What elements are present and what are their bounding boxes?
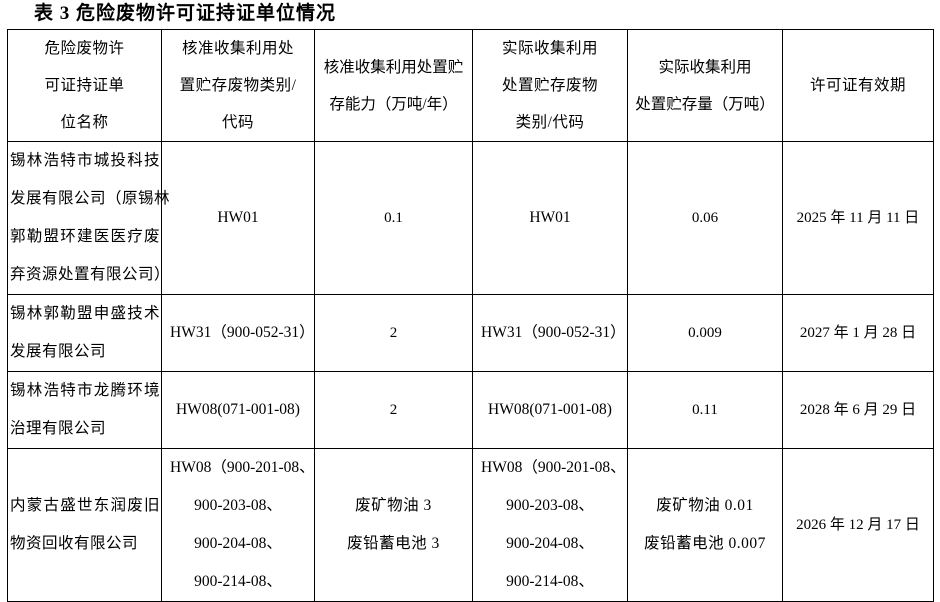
header-line: 实际收集利用 <box>658 58 752 76</box>
code-line: HW31（900-052-31） <box>481 324 626 341</box>
header-line: 许可证有效期 <box>809 77 906 94</box>
value-line: 废铅蓄电池 0.007 <box>644 535 766 552</box>
cell-approved-capacity: 废矿物油 3 废铅蓄电池 3 <box>314 448 473 602</box>
header-line: 可证持证单 <box>44 77 125 94</box>
value-line: 废矿物油 0.01 <box>656 497 754 514</box>
name-line: 锡林浩特市城投科技 <box>10 152 160 169</box>
code-line: 900-214-08、 <box>194 573 282 590</box>
valid-period-text: 2028 年 6 月 29 日 <box>799 402 917 418</box>
header-line: 实际收集利用 <box>501 40 598 57</box>
code-line: HW08（900-201-08、 <box>170 459 315 476</box>
hazardous-waste-permit-table: 危险废物许 可证持证单 位名称 核准收集利用处 置贮存废物类别/ 代码 核准收集… <box>7 29 934 602</box>
table-row: 锡林浩特市龙腾环境 治理有限公司 HW08(071-001-08) 2 <box>7 371 934 449</box>
code-line: 900-203-08、 <box>506 497 594 514</box>
header-line: 代码 <box>221 114 254 131</box>
table-row: 锡林浩特市城投科技 发展有限公司（原锡林 郭勒盟环建医医疗废 弃资源处置有限公司… <box>7 141 934 295</box>
valid-period-text: 2027 年 1 月 28 日 <box>799 325 917 341</box>
cell-approved-capacity: 2 <box>314 294 473 372</box>
valid-period-text: 2026 年 12 月 17 日 <box>796 517 920 533</box>
code-line: 900-203-08、 <box>194 497 282 514</box>
header-line: 处置贮存废物 <box>501 77 598 94</box>
code-line: 900-214-08、 <box>506 573 594 590</box>
cell-valid-period: 2028 年 6 月 29 日 <box>782 371 934 449</box>
table-row: 内蒙古盛世东润废旧 物资回收有限公司 HW08（900-201-08、 900-… <box>7 448 934 602</box>
column-header-valid-period: 许可证有效期 <box>782 29 934 142</box>
name-line: 锡林浩特市龙腾环境 <box>10 382 160 399</box>
header-line: 位名称 <box>60 114 109 131</box>
cell-actual-amount: 废矿物油 0.01 废铅蓄电池 0.007 <box>627 448 783 602</box>
value-line: 0.009 <box>688 325 722 341</box>
header-line: 危险废物许 <box>44 40 125 57</box>
header-line: 核准收集利用处置贮 <box>323 58 464 76</box>
cell-valid-period: 2026 年 12 月 17 日 <box>782 448 934 602</box>
cell-actual-amount: 0.009 <box>627 294 783 372</box>
cell-approved-types: HW01 <box>161 141 315 295</box>
cell-approved-types: HW08（900-201-08、 900-203-08、 900-204-08、… <box>161 448 315 602</box>
page-title: 表 3 危险废物许可证持证单位情况 <box>34 3 337 24</box>
code-line: HW08(071-001-08) <box>176 401 300 418</box>
column-header-unit-name: 危险废物许 可证持证单 位名称 <box>7 29 162 142</box>
cell-unit-name: 内蒙古盛世东润废旧 物资回收有限公司 <box>7 448 162 602</box>
code-line: HW08（900-201-08、 <box>481 459 626 476</box>
code-line: 900-204-08、 <box>506 535 594 552</box>
name-line: 内蒙古盛世东润废旧 <box>10 497 160 514</box>
table-row: 锡林郭勒盟申盛技术 发展有限公司 HW31（900-052-31） 2 <box>7 294 934 372</box>
cell-actual-types: HW31（900-052-31） <box>472 294 628 372</box>
header-line: 处置贮存量（万吨） <box>635 95 775 113</box>
cell-actual-amount: 0.06 <box>627 141 783 295</box>
value-line: 废矿物油 3 <box>355 497 432 514</box>
column-header-actual-types: 实际收集利用 处置贮存废物 类别/代码 <box>472 29 628 142</box>
table-header-row: 危险废物许 可证持证单 位名称 核准收集利用处 置贮存废物类别/ 代码 核准收集… <box>7 29 934 142</box>
header-line: 核准收集利用处 <box>181 40 294 57</box>
value-line: 0.1 <box>384 210 403 226</box>
value-line: 0.11 <box>692 402 718 418</box>
name-line: 物资回收有限公司 <box>10 535 139 552</box>
cell-approved-capacity: 0.1 <box>314 141 473 295</box>
code-line: HW31（900-052-31） <box>170 324 315 341</box>
cell-valid-period: 2027 年 1 月 28 日 <box>782 294 934 372</box>
name-line: 郭勒盟环建医医疗废 <box>10 228 160 245</box>
value-line: 2 <box>389 325 398 341</box>
header-line: 存能力（万吨/年） <box>329 95 458 113</box>
value-line: 废铅蓄电池 3 <box>347 535 440 552</box>
cell-approved-types: HW08(071-001-08) <box>161 371 315 449</box>
cell-unit-name: 锡林浩特市城投科技 发展有限公司（原锡林 郭勒盟环建医医疗废 弃资源处置有限公司… <box>7 141 171 295</box>
column-header-approved-types: 核准收集利用处 置贮存废物类别/ 代码 <box>161 29 315 142</box>
column-header-actual-amount: 实际收集利用 处置贮存量（万吨） <box>627 29 783 142</box>
code-line: HW01 <box>217 209 259 226</box>
value-line: 2 <box>389 402 398 418</box>
cell-unit-name: 锡林郭勒盟申盛技术 发展有限公司 <box>7 294 162 372</box>
cell-actual-types: HW08（900-201-08、 900-203-08、 900-204-08、… <box>472 448 628 602</box>
name-line: 弃资源处置有限公司） <box>10 266 171 283</box>
code-line: HW01 <box>529 209 571 226</box>
name-line: 锡林郭勒盟申盛技术 <box>10 305 160 322</box>
cell-unit-name: 锡林浩特市龙腾环境 治理有限公司 <box>7 371 162 449</box>
column-header-approved-capacity: 核准收集利用处置贮 存能力（万吨/年） <box>314 29 473 142</box>
header-line: 类别/代码 <box>515 114 585 131</box>
cell-actual-types: HW01 <box>472 141 628 295</box>
value-line: 0.06 <box>691 210 719 226</box>
cell-approved-capacity: 2 <box>314 371 473 449</box>
name-line: 治理有限公司 <box>10 420 107 437</box>
name-line: 发展有限公司 <box>10 343 107 360</box>
header-line: 置贮存废物类别/ <box>179 77 297 94</box>
cell-approved-types: HW31（900-052-31） <box>161 294 315 372</box>
code-line: 900-204-08、 <box>194 535 282 552</box>
cell-actual-types: HW08(071-001-08) <box>472 371 628 449</box>
code-line: HW08(071-001-08) <box>488 401 612 418</box>
cell-actual-amount: 0.11 <box>627 371 783 449</box>
name-line: 发展有限公司（原锡林 <box>10 190 171 207</box>
valid-period-text: 2025 年 11 月 11 日 <box>796 210 920 226</box>
cell-valid-period: 2025 年 11 月 11 日 <box>782 141 934 295</box>
